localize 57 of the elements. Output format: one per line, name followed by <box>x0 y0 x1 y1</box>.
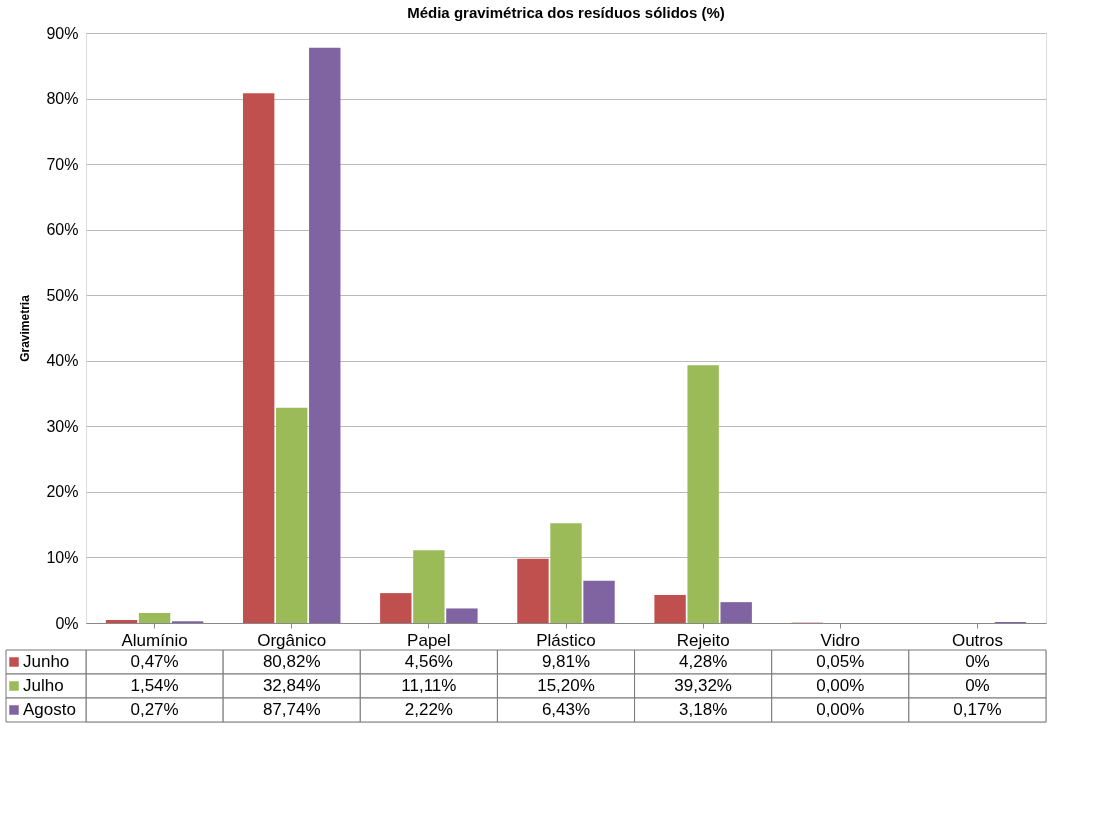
data-label: 0% <box>965 652 990 671</box>
legend-label: Agosto <box>23 700 76 719</box>
x-tick-label: Rejeito <box>676 630 730 650</box>
y-tick-label: 60% <box>46 221 79 239</box>
data-label: 0,05% <box>816 652 865 671</box>
legend-label: Junho <box>23 652 70 671</box>
x-tick-label: Plástico <box>536 630 596 650</box>
y-tick-label: 80% <box>46 90 79 108</box>
data-label: 0% <box>965 676 990 695</box>
data-label: 32,84% <box>262 676 321 695</box>
y-tick-label: 30% <box>46 417 79 435</box>
data-label: 2,22% <box>404 700 453 719</box>
bar <box>380 593 412 623</box>
chart-title: Média gravimétrica dos resíduos sólidos (%) <box>407 4 725 21</box>
bar <box>105 619 138 623</box>
data-label: 80,82% <box>262 652 321 671</box>
bar <box>413 550 445 623</box>
data-label: 6,43% <box>541 700 591 719</box>
bar <box>550 523 582 623</box>
y-tick-label: 70% <box>46 155 79 173</box>
data-label: 11,11% <box>401 676 457 695</box>
y-tick-label: 50% <box>46 286 79 304</box>
y-tick-label: 10% <box>46 548 79 566</box>
data-label: 0,00% <box>816 676 865 695</box>
bar <box>720 602 752 623</box>
x-tick-label: Outros <box>951 630 1003 650</box>
x-tick-label: Vidro <box>820 630 860 650</box>
data-label: 39,32% <box>674 676 732 695</box>
x-tick-label: Orgânico <box>257 630 327 650</box>
bar <box>687 365 719 623</box>
data-label: 3,18% <box>679 700 728 719</box>
legend-label: Julho <box>23 676 64 695</box>
bar <box>138 612 171 623</box>
y-tick-label: 0% <box>55 614 79 632</box>
y-tick-label: 90% <box>46 24 79 42</box>
data-label: 0,17% <box>953 700 1002 719</box>
data-label: 1,54% <box>130 676 179 695</box>
data-label: 9,81% <box>541 652 591 671</box>
data-label: 0,47% <box>130 652 179 671</box>
x-tick-label: Papel <box>407 630 451 650</box>
x-tick-label: Alumínio <box>121 630 188 650</box>
y-axis-title: Gravimetria <box>18 294 33 362</box>
bar <box>517 558 549 623</box>
bar <box>583 580 615 623</box>
bar <box>654 594 686 623</box>
data-label: 4,28% <box>679 652 728 671</box>
bar <box>242 93 275 623</box>
data-label: 0,00% <box>816 700 865 719</box>
data-label: 4,56% <box>404 652 453 671</box>
data-label: 0,27% <box>130 700 179 719</box>
data-label: 87,74% <box>262 700 321 719</box>
bar <box>309 47 341 623</box>
y-tick-label: 20% <box>46 483 79 501</box>
data-label: 15,20% <box>537 676 595 695</box>
bar <box>276 407 308 623</box>
bar <box>446 608 478 623</box>
y-tick-label: 40% <box>46 352 79 370</box>
